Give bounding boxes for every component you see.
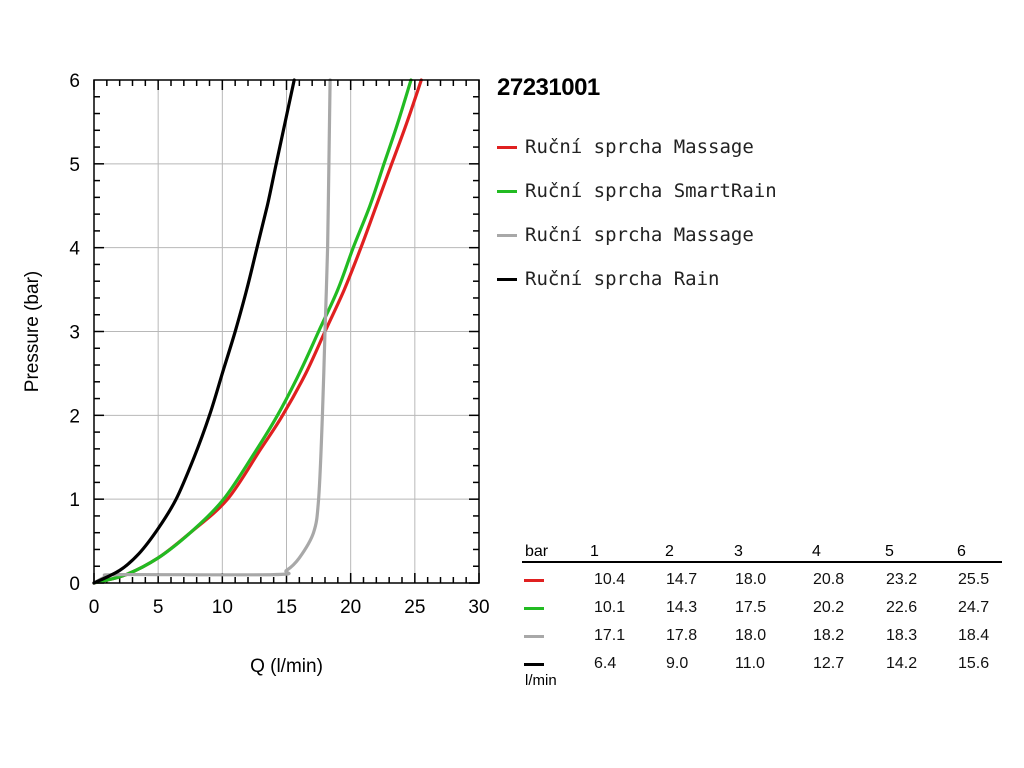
x-tick-label: 20 <box>340 597 361 618</box>
table-cell: 10.1 <box>594 599 626 616</box>
y-tick-label: 5 <box>69 155 80 176</box>
legend-swatch <box>497 234 517 237</box>
table-cell: 20.8 <box>813 571 845 588</box>
x-tick-label: 10 <box>212 597 233 618</box>
table-unit-label: l/min <box>525 672 557 689</box>
table-row-swatch <box>524 607 544 610</box>
table-cell: 18.2 <box>813 627 845 644</box>
table-column-header: 6 <box>957 543 966 560</box>
y-tick-label: 0 <box>69 574 80 595</box>
table-cell: 25.5 <box>958 571 990 588</box>
table-cell: 17.8 <box>666 627 698 644</box>
table-row: 10.1 14.3 17.5 20.2 22.6 24.7 <box>522 599 1002 627</box>
y-tick-label: 1 <box>69 490 80 511</box>
x-tick-label: 5 <box>153 597 164 618</box>
table-cell: 24.7 <box>958 599 990 616</box>
table-row: 10.4 14.7 18.0 20.8 23.2 25.5 <box>522 571 1002 599</box>
table-cell: 6.4 <box>594 655 617 672</box>
x-axis-label: Q (l/min) <box>250 656 323 677</box>
series-line-2 <box>92 78 413 585</box>
y-tick-label: 4 <box>69 239 80 260</box>
table-cell: 17.5 <box>735 599 767 616</box>
table-cell: 17.1 <box>594 627 626 644</box>
table-cell: 12.7 <box>813 655 845 672</box>
table-cell: 9.0 <box>666 655 689 672</box>
series-group <box>92 78 423 585</box>
table-column-header: 3 <box>734 543 743 560</box>
table-cell: 18.0 <box>735 627 767 644</box>
y-tick-label: 6 <box>69 71 80 92</box>
x-tick-label: 0 <box>89 597 100 618</box>
table-cell: 15.6 <box>958 655 990 672</box>
table-row: 6.4 9.0 11.0 12.7 14.2 15.6 <box>522 655 1002 683</box>
table-cell: 11.0 <box>735 655 765 672</box>
chart-title: 27231001 <box>497 74 600 101</box>
table-cell: 18.3 <box>886 627 918 644</box>
table-header: bar 1 2 3 4 5 6 <box>522 543 1002 563</box>
table-column-header: 2 <box>665 543 674 560</box>
table-row: 17.1 17.8 18.0 18.2 18.3 18.4 <box>522 627 1002 655</box>
table-cell: 20.2 <box>813 599 845 616</box>
table-cell: 22.6 <box>886 599 918 616</box>
legend-label: Ruční sprcha SmartRain <box>525 180 777 202</box>
x-tick-label: 30 <box>468 597 489 618</box>
table-header-rule <box>522 561 1002 563</box>
legend-label: Ruční sprcha Rain <box>525 268 720 290</box>
table-column-header: 5 <box>885 543 894 560</box>
x-tick-labels: 0 5 10 15 20 25 30 <box>89 597 490 618</box>
x-tick-label: 25 <box>404 597 425 618</box>
table-column-header: 1 <box>590 543 599 560</box>
legend-label: Ruční sprcha Massage <box>525 224 754 246</box>
y-tick-label: 3 <box>69 323 80 344</box>
table-cell: 14.2 <box>886 655 918 672</box>
legend-swatch <box>497 146 517 149</box>
table-cell: 14.3 <box>666 599 698 616</box>
x-tick-label: 15 <box>276 597 297 618</box>
table-column-header: 4 <box>812 543 821 560</box>
table-row-swatch <box>524 635 544 638</box>
table-cell: 18.4 <box>958 627 990 644</box>
series-line-3 <box>92 78 332 585</box>
table-cell: 10.4 <box>594 571 626 588</box>
y-axis-label: Pressure (bar) <box>22 271 43 392</box>
legend-label: Ruční sprcha Massage <box>525 136 754 158</box>
y-tick-label: 2 <box>69 406 80 427</box>
series-line-4 <box>92 78 296 585</box>
table-cell: 18.0 <box>735 571 767 588</box>
y-tick-labels: 0 1 2 3 4 5 6 <box>69 71 80 595</box>
legend-swatch <box>497 278 517 281</box>
table-cell: 23.2 <box>886 571 918 588</box>
table-row-swatch <box>524 663 544 666</box>
plot-frame <box>93 79 480 584</box>
table-body: 10.4 14.7 18.0 20.8 23.2 25.5 10.1 14.3 17.5 20.2… <box>522 571 1002 683</box>
table-cell: 14.7 <box>666 571 698 588</box>
legend-swatch <box>497 190 517 193</box>
table-header-label: bar <box>525 543 549 560</box>
grid <box>93 79 480 584</box>
table-row-swatch <box>524 579 544 582</box>
